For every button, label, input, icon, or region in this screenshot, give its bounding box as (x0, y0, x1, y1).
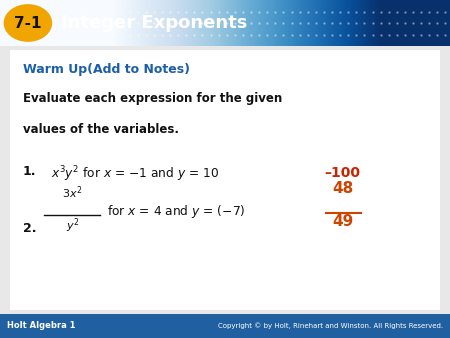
Text: Evaluate each expression for the given: Evaluate each expression for the given (23, 92, 282, 105)
Text: Warm Up(Add to Notes): Warm Up(Add to Notes) (23, 63, 190, 76)
Text: 2.: 2. (23, 222, 36, 235)
Text: values of the variables.: values of the variables. (23, 123, 179, 136)
Ellipse shape (4, 4, 52, 42)
Text: $3x^2$: $3x^2$ (62, 184, 82, 201)
Text: Holt Algebra 1: Holt Algebra 1 (7, 321, 75, 331)
Text: 7-1: 7-1 (14, 16, 42, 30)
Text: 1.: 1. (23, 165, 36, 177)
Text: for $x$ = 4 and $y$ = ($-$7): for $x$ = 4 and $y$ = ($-$7) (107, 203, 245, 220)
Text: Integer Exponents: Integer Exponents (61, 14, 247, 32)
Text: Copyright © by Holt, Rinehart and Winston. All Rights Reserved.: Copyright © by Holt, Rinehart and Winsto… (218, 323, 443, 329)
Text: $y^2$: $y^2$ (66, 217, 79, 235)
Text: 48: 48 (333, 181, 354, 196)
Text: 49: 49 (333, 214, 354, 229)
FancyBboxPatch shape (5, 48, 445, 313)
Text: $x^3y^2$ for $x$ = $-$1 and $y$ = 10: $x^3y^2$ for $x$ = $-$1 and $y$ = 10 (51, 165, 219, 184)
Text: –100: –100 (324, 166, 360, 180)
